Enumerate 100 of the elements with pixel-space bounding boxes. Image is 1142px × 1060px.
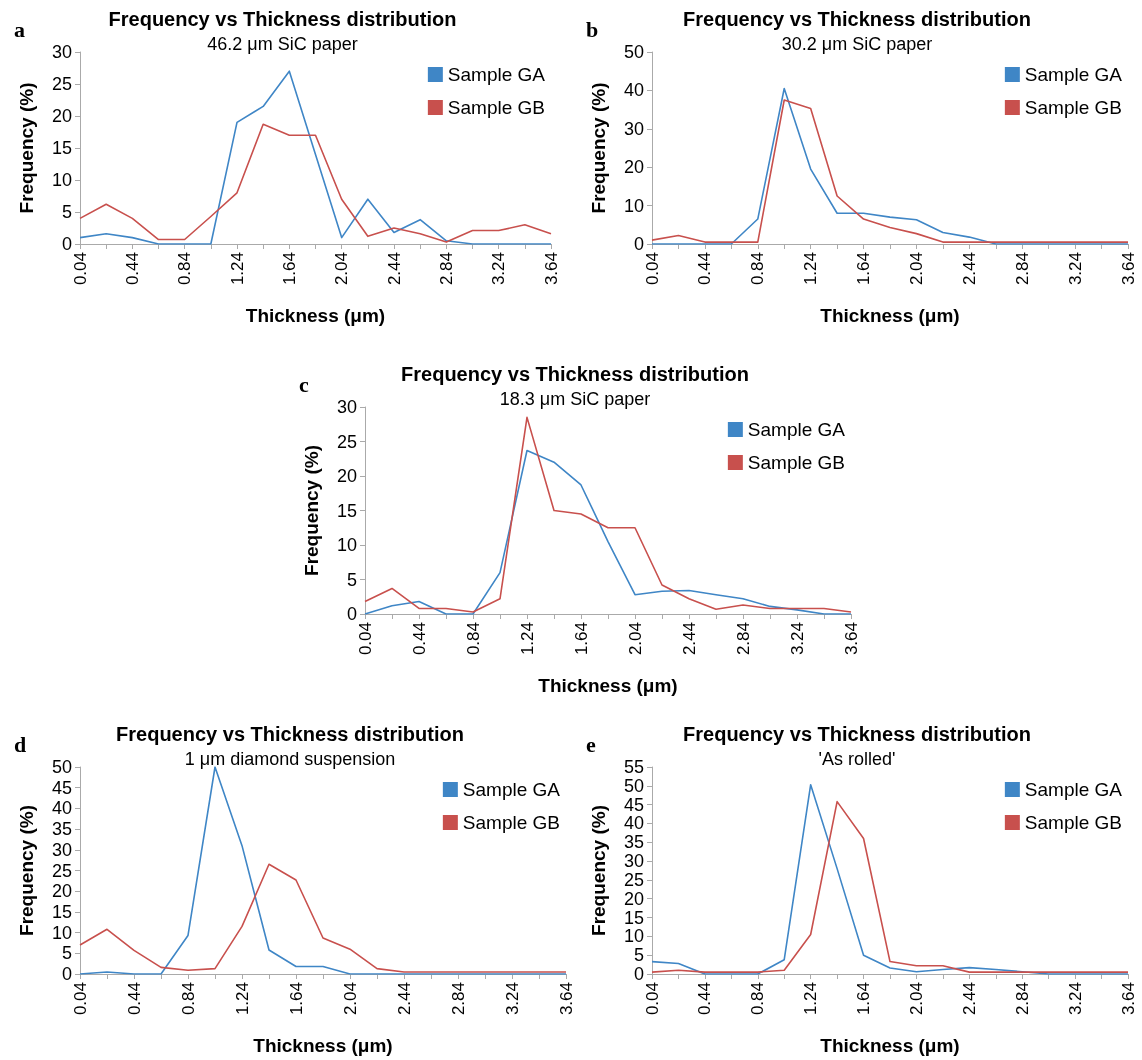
y-tick-label: 25 [336, 431, 357, 452]
x-tick-label: 1.24 [517, 622, 537, 656]
y-tick-label: 15 [623, 907, 644, 928]
y-tick-label: 20 [623, 157, 644, 178]
x-tick-label: 2.44 [384, 252, 404, 286]
y-tick-label: 0 [61, 234, 72, 254]
x-tick-label: 1.24 [801, 252, 821, 286]
legend-label: Sample GA [462, 779, 561, 800]
legend-label: Sample GA [747, 419, 846, 440]
x-tick-label: 2.84 [733, 622, 753, 656]
x-tick-label: 2.04 [906, 252, 926, 286]
y-tick-label: 10 [623, 926, 644, 947]
legend-label: Sample GA [1024, 64, 1123, 85]
x-tick-label: 1.24 [232, 982, 252, 1016]
y-tick-label: 10 [336, 535, 357, 555]
x-axis-title: Thickness (μm) [820, 305, 960, 326]
y-tick-label: 45 [623, 794, 644, 815]
x-tick-label: 2.04 [340, 982, 360, 1016]
y-tick-label: 15 [51, 138, 72, 158]
x-tick-label: 1.24 [227, 252, 247, 286]
y-tick-label: 25 [51, 74, 72, 94]
x-tick-label: 2.04 [906, 982, 926, 1016]
y-tick-label: 5 [61, 202, 72, 222]
chart-title: Frequency vs Thickness distribution [683, 723, 1031, 745]
chart-title: Frequency vs Thickness distribution [683, 8, 1031, 30]
x-tick-label: 0.44 [695, 252, 715, 286]
x-tick-label: 3.24 [1065, 982, 1085, 1016]
y-tick-label: 20 [51, 106, 72, 126]
x-tick-label: 2.84 [448, 982, 468, 1016]
y-tick-label: 0 [346, 604, 357, 624]
text: a [14, 16, 25, 42]
y-tick-label: 40 [623, 80, 644, 101]
legend-label: Sample GB [1024, 812, 1122, 833]
y-tick-label: 15 [51, 901, 72, 922]
x-tick-label: 0.04 [70, 982, 90, 1016]
y-tick-label: 10 [623, 195, 644, 216]
x-tick-label: 1.64 [279, 252, 299, 286]
y-tick-label: 5 [346, 569, 357, 590]
x-tick-label: 0.04 [642, 982, 662, 1016]
x-tick-label: 3.24 [1065, 252, 1085, 286]
x-tick-label: 2.84 [1012, 252, 1032, 286]
y-tick-label: 5 [633, 945, 644, 966]
y-tick-label: 40 [623, 813, 644, 834]
chart-subtitle: 'As rolled' [818, 749, 896, 769]
x-tick-label: 1.64 [854, 252, 874, 286]
x-tick-label: 0.84 [178, 982, 198, 1016]
y-tick-label: 35 [623, 832, 644, 853]
x-tick-label: 0.84 [463, 622, 483, 656]
y-tick-label: 30 [51, 839, 72, 860]
x-axis-title: Thickness (μm) [538, 675, 678, 696]
y-tick-label: 40 [51, 798, 72, 819]
x-tick-label: 0.84 [175, 252, 195, 286]
y-tick-label: 0 [633, 234, 644, 254]
y-axis-title: Frequency (%) [588, 82, 609, 214]
x-tick-label: 1.24 [801, 982, 821, 1016]
text: c [299, 371, 309, 397]
x-tick-label: 0.04 [642, 252, 662, 286]
text: d [14, 731, 27, 757]
y-axis-title: Frequency (%) [301, 445, 322, 576]
x-axis-title: Thickness (μm) [253, 1035, 393, 1056]
chart-subtitle: 1 μm diamond suspension [184, 749, 396, 769]
x-tick-label: 3.64 [556, 982, 576, 1016]
x-tick-label: 3.24 [489, 252, 509, 286]
y-tick-label: 10 [51, 922, 72, 943]
x-tick-label: 2.04 [625, 622, 645, 656]
legend-label: Sample GA [1024, 779, 1123, 800]
x-tick-label: 0.44 [409, 622, 429, 656]
legend-label: Sample GA [447, 64, 546, 85]
y-tick-label: 0 [61, 964, 72, 984]
y-tick-label: 25 [51, 860, 72, 881]
legend-label: Sample GB [462, 812, 560, 833]
x-tick-label: 0.04 [355, 622, 375, 656]
x-tick-label: 2.44 [679, 622, 699, 656]
y-tick-label: 15 [336, 500, 357, 521]
y-axis-title: Frequency (%) [588, 805, 609, 936]
text: e [586, 731, 596, 757]
x-axis-title: Thickness (μm) [245, 305, 386, 326]
x-tick-label: 0.84 [748, 982, 768, 1016]
x-tick-label: 3.24 [787, 622, 807, 656]
y-tick-label: 35 [51, 819, 72, 840]
chart-title: Frequency vs Thickness distribution [108, 8, 457, 30]
x-tick-label: 0.44 [695, 982, 715, 1016]
x-tick-label: 2.84 [1012, 982, 1032, 1016]
x-tick-label: 0.44 [122, 252, 142, 286]
text: b [586, 16, 599, 42]
x-tick-label: 1.64 [854, 982, 874, 1016]
y-tick-label: 5 [61, 943, 72, 964]
x-axis-title: Thickness (μm) [820, 1035, 960, 1056]
x-tick-label: 2.44 [394, 982, 414, 1016]
x-tick-label: 0.04 [70, 252, 90, 286]
x-tick-label: 1.64 [571, 622, 591, 656]
x-tick-label: 3.24 [502, 982, 522, 1016]
legend-label: Sample GB [1024, 97, 1122, 118]
y-tick-label: 50 [623, 42, 644, 62]
x-tick-label: 3.64 [841, 622, 861, 656]
x-tick-label: 2.04 [332, 252, 352, 286]
x-tick-label: 0.44 [124, 982, 144, 1016]
chart-title: Frequency vs Thickness distribution [116, 723, 464, 745]
y-tick-label: 0 [633, 964, 644, 984]
y-tick-label: 30 [623, 118, 644, 139]
